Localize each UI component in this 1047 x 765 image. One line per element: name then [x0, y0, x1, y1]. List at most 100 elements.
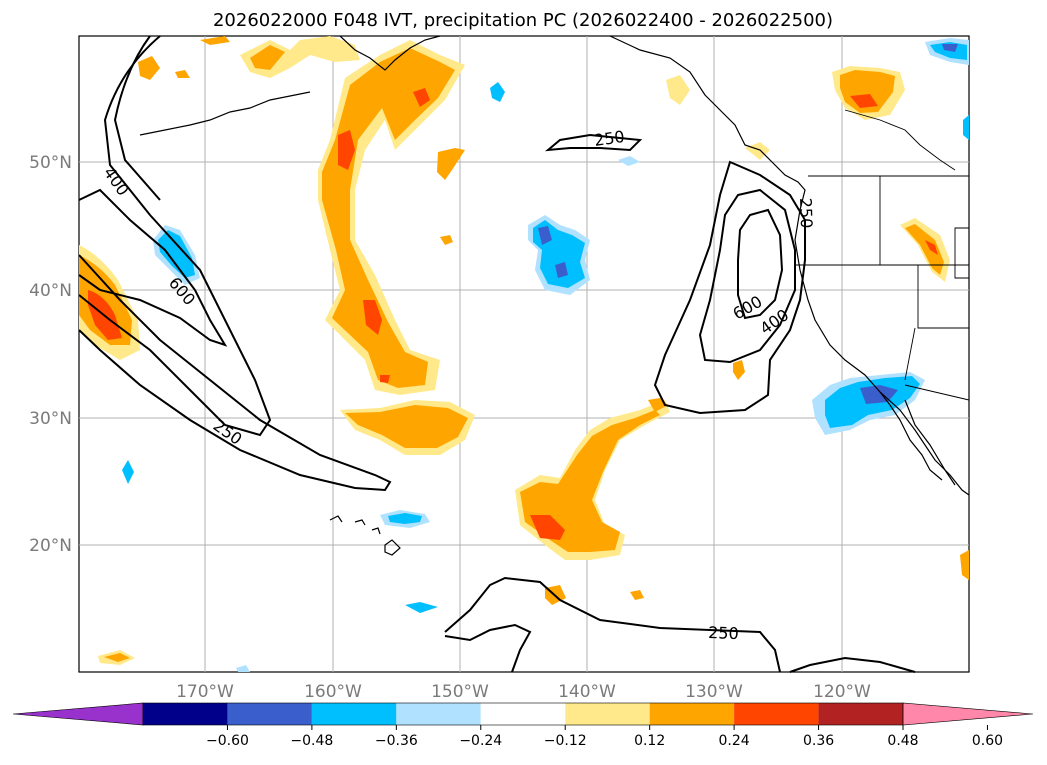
- contour-label-250-south: 250: [708, 623, 739, 643]
- precip-cell-b: [175, 70, 190, 78]
- precip-region-pnw-high: [925, 240, 938, 255]
- colorbar-outline: [142, 702, 904, 726]
- precip-cell-l: [200, 36, 230, 45]
- hawaii-island-3: [371, 527, 381, 535]
- colorbar-tick-label: 0.12: [634, 733, 665, 749]
- ivt-contour-west-band: [78, 254, 392, 492]
- lon-label-130w: 130°W: [685, 682, 743, 702]
- precip-neg-cell-a: [405, 602, 438, 613]
- colorbar-bin: [396, 703, 481, 725]
- precip-region-central-high-b: [413, 88, 430, 107]
- na-coastline: [609, 35, 970, 496]
- colorbar-bin: [565, 703, 650, 725]
- lon-label-140w: 140°W: [558, 682, 616, 702]
- colorbar-tick-label: −0.60: [206, 733, 249, 749]
- precip-neg-hawaii-mid: [388, 513, 422, 524]
- ivt-contour-400-east: [698, 188, 796, 364]
- lon-label-150w: 150°W: [431, 682, 489, 702]
- colorbar-bin: [818, 703, 903, 725]
- ivt-contours: [78, 35, 916, 673]
- colorbar: −0.60 −0.48 −0.36 −0.24 −0.12 0.12 0.24 0.36 0.4…: [12, 702, 1034, 749]
- colorbar-tick-label: 0.48: [887, 733, 918, 749]
- precip-neg-ne-mid: [930, 42, 967, 60]
- gulf-of-california: [904, 399, 956, 486]
- colorbar-tick-label: −0.24: [459, 733, 502, 749]
- precip-neg-cell-b: [490, 82, 505, 102]
- ivt-contour-inner-west: [113, 35, 161, 201]
- alaska-coast: [339, 35, 441, 71]
- colorbar-tick-label: 0.24: [719, 733, 750, 749]
- colorbar-extend-low: [12, 702, 144, 726]
- map-panel: 400 600 250 250 250 600 400 250: [78, 35, 970, 673]
- precip-region-southeast-high: [530, 515, 565, 540]
- colorbar-bin: [734, 703, 819, 725]
- ivt-contour-outer-west: [78, 35, 272, 437]
- ivt-contour-250-south: [444, 576, 781, 673]
- precip-region-pnw-mid: [905, 224, 944, 275]
- precip-region-central-high-d: [380, 375, 390, 383]
- colorbar-ticks: −0.60 −0.48 −0.36 −0.24 −0.12 0.12 0.24 0.36 0.4…: [206, 725, 1003, 749]
- figure-title: 2026022000 F048 IVT, precipitation PC (2…: [213, 10, 833, 31]
- ivt-contour-600-east: [737, 208, 784, 320]
- precip-cell-d: [440, 235, 453, 245]
- precip-region-top-mid: [250, 45, 285, 70]
- colorbar-bin: [311, 703, 397, 725]
- precip-region-central-mid: [322, 48, 455, 388]
- precip-region-ne-mid: [840, 70, 895, 113]
- precip-neg-ne-high: [942, 44, 958, 52]
- precip-cell-a: [138, 56, 160, 80]
- hawaii-island-1: [329, 515, 343, 523]
- contour-label-250-north: 250: [593, 127, 626, 150]
- precip-neg-cell-c: [122, 460, 134, 484]
- hawaii-big-island: [384, 539, 401, 556]
- colorbar-tick-label: −0.48: [290, 733, 333, 749]
- colorbar-tick-label: 0.36: [803, 733, 834, 749]
- contour-label-250-east: 250: [796, 197, 816, 228]
- precip-neg-west-mid: [158, 230, 195, 278]
- canada-province-border: [844, 109, 956, 171]
- us-mexico-border: [904, 384, 970, 401]
- coastlines: [139, 35, 970, 556]
- precip-cell-j: [960, 550, 969, 580]
- precip-neg-cell-e: [236, 665, 250, 672]
- precip-cell-e: [733, 360, 745, 380]
- ivt-contour-250-east: [653, 160, 806, 415]
- longitude-labels: 170°W 160°W 150°W 140°W 130°W 120°W: [176, 682, 871, 702]
- colorbar-tick-label: −0.12: [544, 733, 587, 749]
- precip-neg-center-high-b: [555, 262, 568, 278]
- precip-cell-c: [437, 148, 465, 180]
- aleutian-chain: [139, 91, 311, 136]
- precip-neg-cell-d: [618, 156, 640, 166]
- hawaii-island-2: [354, 519, 366, 526]
- state-border-nv: [917, 265, 969, 329]
- lon-label-170w: 170°W: [176, 682, 234, 702]
- precip-region-ne-high: [850, 94, 878, 108]
- ivt-contour-400-west: [78, 188, 228, 347]
- ivt-contour-250-south-b: [444, 623, 532, 673]
- lat-label-30n: 30°N: [29, 409, 72, 429]
- lon-label-120w: 120°W: [813, 682, 871, 702]
- lat-label-50n: 50°N: [29, 153, 72, 173]
- precip-region-central-high-a: [338, 130, 355, 170]
- precip-region-30n-mid: [345, 405, 468, 448]
- ivt-contour-250-north: [544, 133, 643, 152]
- lat-label-40n: 40°N: [29, 281, 72, 301]
- lon-label-160w: 160°W: [304, 682, 362, 702]
- state-border-nv-ca: [904, 327, 916, 381]
- ivt-contour-250-se: [789, 656, 916, 673]
- colorbar-tick-label: −0.36: [375, 733, 418, 749]
- map-frame: [78, 35, 970, 673]
- colorbar-bin: [649, 703, 735, 725]
- precip-cell-m: [666, 75, 690, 105]
- colorbar-extend-high: [902, 702, 1034, 726]
- state-border-ut: [954, 227, 970, 279]
- precip-neg-center-high-a: [538, 226, 552, 245]
- lat-label-20n: 20°N: [29, 536, 72, 556]
- precip-neg-ne-edge: [963, 115, 969, 140]
- precip-region-southeast-mid: [520, 410, 660, 552]
- precip-negative-shading: [122, 38, 969, 672]
- precip-cell-h: [630, 590, 644, 600]
- latitude-labels: 50°N 40°N 30°N 20°N: [29, 153, 72, 556]
- colorbar-segments: [12, 702, 1034, 726]
